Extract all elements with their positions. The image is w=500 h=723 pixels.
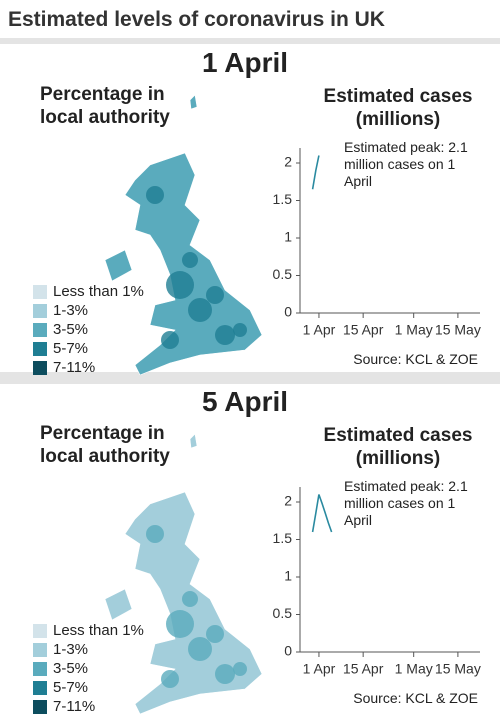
map-title: Percentage in local authority: [40, 84, 170, 128]
panel: 1 April 0 0.5 1 1.5 2 1 Apr 15 Apr 1 May 15 May Pe…: [0, 45, 500, 377]
chart-title: Estimated cases (millions): [323, 425, 473, 469]
map-region: [146, 525, 164, 543]
map-region: [104, 588, 133, 621]
y-tick-label: 1: [284, 568, 292, 584]
legend-swatch: [33, 322, 47, 337]
legend-label: 1-3%: [53, 302, 89, 319]
map-region: [166, 271, 194, 299]
annotation: Estimated peak: 2.1 million cases on 1 A…: [344, 139, 468, 189]
legend: Less than 1% 1-3% 3-5% 5-7% 7-11%: [33, 621, 144, 716]
legend-swatch: [33, 642, 47, 657]
legend-item: 7-11%: [33, 697, 144, 716]
map-region: [146, 186, 164, 204]
map-region: [166, 610, 194, 638]
date-label: 5 April: [201, 386, 289, 417]
y-tick-label: 0: [284, 643, 292, 659]
legend: Less than 1% 1-3% 3-5% 5-7% 7-11%: [33, 282, 144, 377]
legend-item: 5-7%: [33, 678, 144, 697]
map-region: [189, 94, 198, 110]
map-title: Percentage in local authority: [40, 423, 170, 467]
chart-title: Estimated cases (millions): [323, 86, 473, 130]
legend-label: 3-5%: [53, 660, 89, 677]
legend-label: 5-7%: [53, 679, 89, 696]
legend-item: 1-3%: [33, 640, 144, 659]
legend-swatch: [33, 623, 47, 638]
y-tick-label: 1: [284, 229, 292, 245]
map-region: [161, 331, 179, 349]
x-tick-label: 1 Apr: [303, 661, 336, 677]
map-region: [188, 637, 212, 661]
map: [104, 433, 263, 714]
x-tick-label: 1 Apr: [303, 322, 336, 338]
legend-label: 7-11%: [53, 359, 96, 376]
map-region: [104, 249, 133, 282]
map-region: [215, 325, 235, 345]
y-tick-label: 2: [284, 493, 292, 509]
map-region: [206, 286, 224, 304]
x-tick-label: 15 May: [435, 661, 481, 677]
legend-swatch: [33, 360, 47, 375]
date-label: 1 April: [201, 47, 289, 78]
legend-swatch: [33, 284, 47, 299]
chart: 0 0.5 1 1.5 2 1 Apr 15 Apr 1 May 15 May: [104, 433, 481, 714]
legend-swatch: [33, 303, 47, 318]
source: Source: KCL & ZOE: [353, 351, 478, 367]
map-region: [215, 664, 235, 684]
x-tick-label: 1 May: [395, 322, 433, 338]
map-region: [206, 625, 224, 643]
map-region: [189, 433, 198, 449]
chart: 0 0.5 1 1.5 2 1 Apr 15 Apr 1 May 15 May: [104, 94, 481, 375]
map-region: [161, 670, 179, 688]
legend-item: 1-3%: [33, 301, 144, 320]
legend-label: 7-11%: [53, 698, 96, 715]
legend-label: 1-3%: [53, 641, 89, 658]
legend-label: Less than 1%: [53, 283, 144, 300]
divider: [0, 38, 500, 44]
divider: [0, 372, 500, 384]
map-region: [233, 323, 247, 337]
legend-swatch: [33, 341, 47, 356]
map-region: [188, 298, 212, 322]
x-tick-label: 15 May: [435, 322, 481, 338]
page-title: Estimated levels of coronavirus in UK: [8, 8, 385, 31]
annotation: Estimated peak: 2.1 million cases on 1 A…: [344, 478, 468, 528]
legend-item: 3-5%: [33, 320, 144, 339]
y-tick-label: 0.5: [273, 266, 293, 282]
map-region: [182, 591, 198, 607]
source: Source: KCL & ZOE: [353, 690, 478, 706]
legend-item: Less than 1%: [33, 282, 144, 301]
y-tick-label: 0: [284, 304, 292, 320]
y-tick-label: 0.5: [273, 605, 293, 621]
legend-swatch: [33, 661, 47, 676]
x-tick-label: 1 May: [395, 661, 433, 677]
panel: 5 April 0 0.5 1 1.5 2 1 Apr 15 Apr 1 May 15 May Pe…: [0, 384, 500, 716]
y-tick-label: 2: [284, 154, 292, 170]
legend-swatch: [33, 680, 47, 695]
legend-item: 7-11%: [33, 358, 144, 377]
x-tick-label: 15 Apr: [343, 661, 384, 677]
legend-label: Less than 1%: [53, 622, 144, 639]
map-region: [233, 662, 247, 676]
legend-item: 3-5%: [33, 659, 144, 678]
y-tick-label: 1.5: [273, 530, 293, 546]
legend-swatch: [33, 699, 47, 714]
map-region: [182, 252, 198, 268]
map: [104, 94, 263, 375]
legend-item: 5-7%: [33, 339, 144, 358]
data-line: [311, 155, 320, 190]
data-line: [311, 494, 333, 533]
legend-label: 5-7%: [53, 340, 89, 357]
x-tick-label: 15 Apr: [343, 322, 384, 338]
legend-item: Less than 1%: [33, 621, 144, 640]
y-tick-label: 1.5: [273, 191, 293, 207]
legend-label: 3-5%: [53, 321, 89, 338]
